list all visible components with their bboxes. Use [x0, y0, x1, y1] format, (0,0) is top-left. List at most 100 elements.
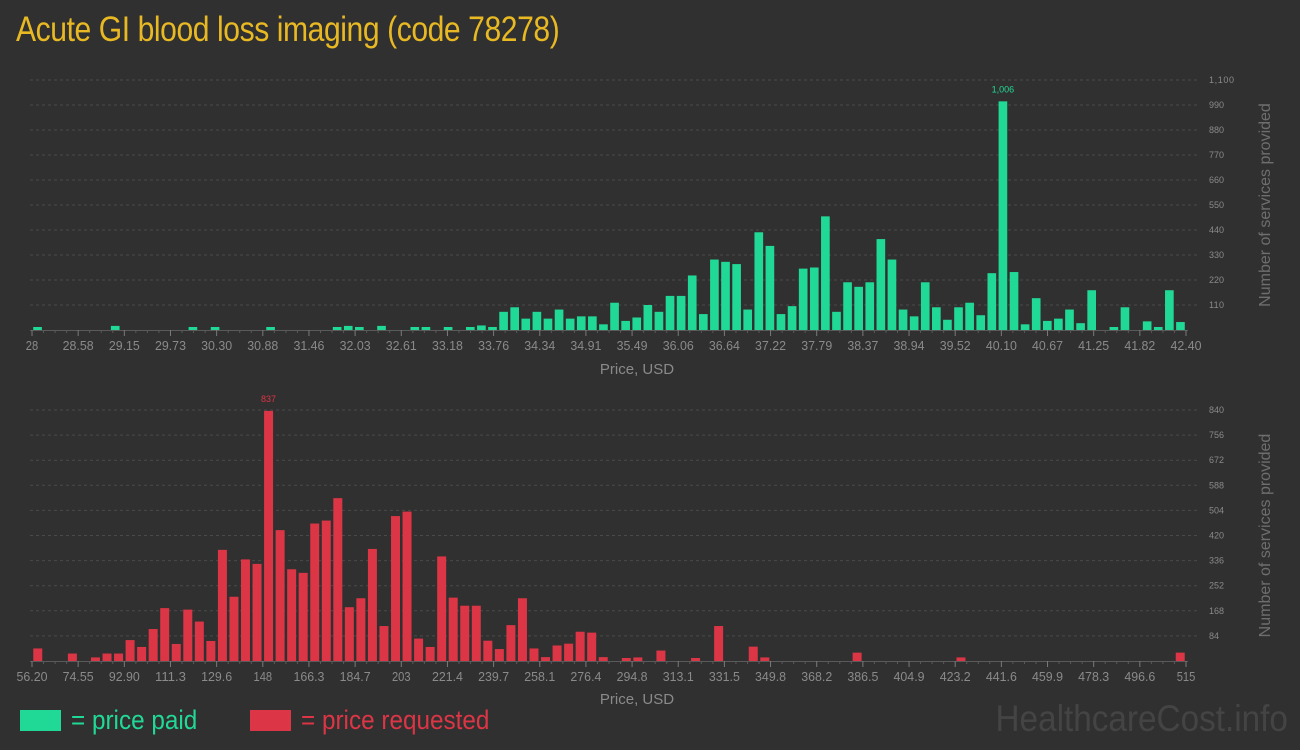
histogram-bar: [252, 563, 262, 661]
x-tick-label: 92.90: [109, 669, 140, 684]
histogram-bar: [698, 314, 708, 330]
histogram-bar: [529, 648, 539, 661]
x-tick-label: 32.61: [386, 338, 417, 353]
x-tick-label: 35.49: [617, 338, 648, 353]
x-tick-label: 30.88: [247, 338, 278, 353]
x-tick-label: 42.40: [1171, 338, 1202, 353]
histogram-bar: [321, 520, 331, 661]
histogram-bar: [264, 410, 274, 661]
x-tick-label: 34.91: [570, 338, 601, 353]
histogram-bar: [564, 643, 574, 661]
histogram-bar: [206, 640, 216, 661]
y-tick-label: 504: [1209, 505, 1224, 515]
histogram-bar: [532, 311, 542, 330]
histogram-bar: [1109, 327, 1119, 330]
y-tick-label: 440: [1209, 225, 1224, 235]
histogram-bar: [656, 650, 666, 661]
x-tick-label: 36.64: [709, 338, 740, 353]
histogram-bar: [1120, 307, 1130, 330]
x-tick-label: 37.22: [755, 338, 786, 353]
y-tick-label: 588: [1209, 480, 1224, 490]
histogram-bar: [356, 598, 366, 661]
histogram-bar: [521, 318, 531, 330]
x-tick-label: 31.46: [293, 338, 324, 353]
y-tick-label: 990: [1209, 100, 1224, 110]
histogram-bar: [33, 648, 43, 661]
x-tick-label: 496.6: [1124, 669, 1155, 684]
histogram-bar: [332, 327, 342, 330]
histogram-bar: [610, 302, 619, 330]
x-tick-label: 41.82: [1124, 338, 1155, 353]
x-tick-label: 129.6: [201, 669, 232, 684]
y-tick-label: 84: [1209, 631, 1219, 641]
x-tick-label: 166.3: [293, 669, 324, 684]
x-tick-label: 29.15: [109, 338, 140, 353]
x-tick-label: 441.6: [986, 669, 1017, 684]
histogram-bar: [776, 314, 786, 330]
x-tick-label: 331.5: [709, 669, 740, 684]
x-tick-label: 404.9: [894, 669, 925, 684]
histogram-bar: [676, 295, 686, 330]
legend-paid: = price paid: [20, 705, 211, 736]
histogram-bar: [765, 245, 775, 330]
histogram-bar: [471, 605, 481, 661]
histogram-bar: [552, 645, 562, 661]
histogram-bar: [425, 646, 435, 661]
histogram-bar: [1087, 290, 1097, 330]
histogram-bar: [333, 498, 343, 661]
histogram-bar: [854, 286, 863, 330]
x-tick-label: 294.8: [617, 669, 648, 684]
histogram-bar: [1153, 327, 1163, 330]
x-tick-label: 40.10: [986, 338, 1017, 353]
histogram-bar: [137, 646, 147, 661]
histogram-bar: [483, 640, 493, 661]
histogram-bar: [1165, 290, 1174, 330]
histogram-bar: [377, 325, 386, 330]
y-tick-label: 252: [1209, 581, 1224, 591]
histogram-bar: [954, 307, 963, 330]
histogram-bar: [367, 548, 377, 661]
histogram-bar: [832, 311, 841, 330]
histogram-bar: [575, 631, 585, 661]
histogram-bar: [488, 327, 497, 330]
x-tick-label: 203: [392, 669, 411, 684]
histogram-bar: [1076, 323, 1085, 330]
histogram-bar: [932, 307, 941, 330]
histogram-bar: [987, 273, 997, 330]
histogram-bar: [437, 556, 447, 661]
histogram-bar: [976, 315, 986, 330]
histogram-bar: [691, 658, 701, 661]
x-tick-label: 28: [26, 338, 38, 353]
histogram-bar: [809, 267, 819, 330]
histogram-bar: [229, 596, 239, 661]
histogram-bar: [599, 324, 608, 330]
histogram-bar: [898, 309, 908, 330]
x-tick-label: 28.58: [63, 338, 94, 353]
histogram-bar: [732, 264, 741, 330]
legend-swatch-paid: [20, 710, 61, 731]
x-tick-label: 32.03: [340, 338, 371, 353]
histogram-bar: [748, 646, 758, 661]
legend-requested: = price requested: [250, 705, 510, 736]
x-tick-label: 41.25: [1078, 338, 1109, 353]
histogram-bar: [1020, 324, 1030, 330]
histogram-bar: [865, 282, 875, 330]
histogram-bar: [160, 608, 170, 661]
histogram-bar: [379, 626, 389, 661]
histogram-bar: [920, 282, 930, 330]
y-tick-label: 660: [1209, 175, 1224, 185]
histogram-bar: [876, 239, 886, 330]
x-tick-label: 368.2: [801, 669, 832, 684]
x-tick-label: 39.52: [940, 338, 971, 353]
histogram-bar: [499, 311, 508, 330]
histogram-bar: [391, 516, 401, 661]
histogram-bar: [852, 652, 862, 661]
histogram-bar: [510, 307, 520, 330]
x-tick-label: 33.18: [432, 338, 463, 353]
histogram-bar: [287, 569, 297, 661]
x-tick-label: 38.94: [894, 338, 925, 353]
x-tick-label: 515: [1177, 669, 1196, 684]
histogram-bar: [460, 605, 470, 661]
histogram-bar: [210, 327, 220, 330]
y-axis-title: Number of services provided: [1257, 103, 1274, 307]
